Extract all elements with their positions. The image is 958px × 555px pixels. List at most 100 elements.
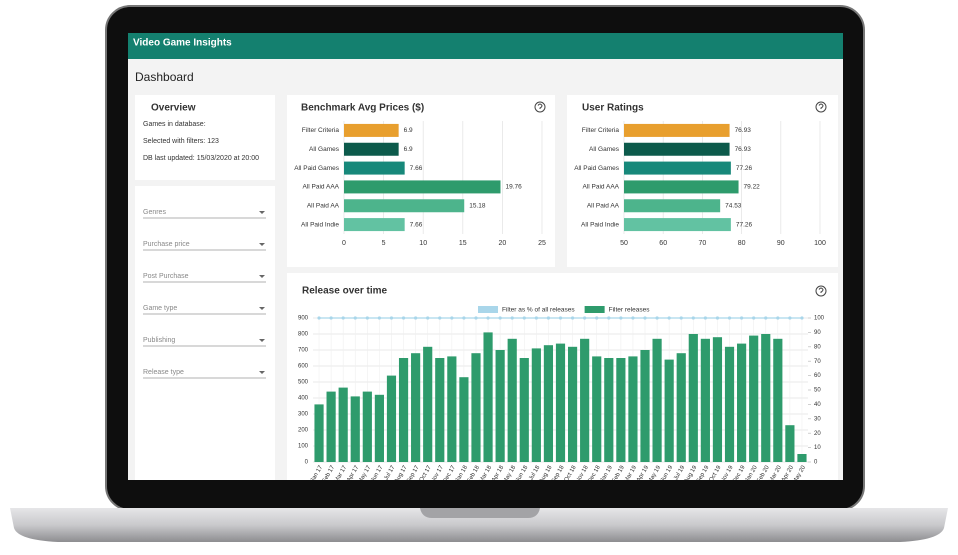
x-tick-label: 25 (538, 240, 546, 247)
line-point (619, 316, 623, 320)
line-point (414, 316, 418, 320)
x-tick-label: 100 (814, 240, 826, 247)
line-point (341, 316, 345, 320)
filters-card (135, 186, 275, 480)
filter-dropdown[interactable]: Release type (143, 369, 184, 376)
app-title: Video Game Insights (133, 38, 232, 49)
filter-dropdown[interactable]: Genres (143, 209, 166, 216)
help-icon[interactable] (534, 101, 546, 113)
x-tick-label: 90 (777, 240, 785, 247)
bar (411, 353, 421, 462)
y2-tick-label: 50 (814, 388, 821, 394)
line-point (776, 316, 780, 320)
y-tick-label: 500 (298, 380, 309, 386)
line-point (595, 316, 599, 320)
line-point (739, 316, 744, 320)
y-tick-label: All Games (309, 146, 340, 153)
bar (495, 350, 505, 462)
chart-title: Benchmark Avg Prices ($) (301, 103, 424, 114)
legend-label: Filter releases (609, 307, 651, 314)
bar (423, 346, 433, 462)
y-tick-label: All Paid AA (307, 202, 340, 209)
x-tick-label: 0 (342, 240, 346, 247)
bar (628, 356, 638, 462)
y2-tick-label: 30 (814, 416, 821, 422)
line-point (377, 316, 382, 320)
value-label: 76.93 (735, 127, 752, 134)
x-tick-label: 10 (419, 240, 427, 247)
bar (398, 358, 409, 462)
y2-tick-label: 0 (814, 460, 818, 466)
y-tick-label: All Paid Indie (581, 221, 619, 228)
line-point (522, 316, 526, 320)
y-tick-label: All Paid Games (294, 165, 340, 172)
bar (761, 334, 771, 462)
y2-tick-label: 70 (814, 359, 821, 365)
value-label: 77.26 (736, 221, 753, 228)
bar (344, 123, 399, 137)
line-point (607, 316, 611, 320)
line-point (353, 316, 357, 320)
value-label: 19.76 (505, 184, 522, 191)
line-point (800, 316, 804, 320)
y-tick-label: 800 (298, 332, 309, 338)
line-point (534, 316, 538, 320)
x-tick-label: 5 (382, 240, 386, 247)
bar (676, 353, 686, 462)
dropdown-arrow (259, 339, 265, 342)
line-point (752, 316, 756, 320)
legend-label: Filter as % of all releases (502, 307, 575, 314)
filter-dropdown[interactable]: Post Purchase (143, 273, 189, 280)
bar (688, 334, 698, 462)
bar (344, 218, 405, 232)
line-point (401, 316, 406, 320)
overview-card (135, 95, 275, 180)
line-point (691, 316, 695, 320)
filter-dropdown[interactable]: Publishing (143, 337, 175, 344)
filter-dropdown[interactable]: Game type (143, 305, 177, 312)
value-label: 76.93 (735, 146, 752, 153)
bar (737, 343, 747, 462)
bar (652, 338, 662, 462)
laptop-notch (420, 508, 540, 518)
bar (362, 391, 372, 462)
line-point (510, 316, 514, 320)
x-tick-label: 70 (699, 240, 707, 247)
x-tick-label: 60 (659, 240, 667, 247)
line-point (631, 316, 635, 320)
line-point (498, 316, 502, 320)
bar (483, 332, 493, 462)
y-tick-label: 200 (298, 428, 309, 434)
x-tick-label: 80 (738, 240, 746, 247)
chart-title: Release over time (302, 286, 387, 297)
bar (507, 338, 517, 462)
bar (624, 180, 739, 194)
bar (624, 199, 721, 213)
legend-swatch (478, 306, 498, 313)
bar (344, 180, 501, 194)
bar (471, 353, 481, 462)
y-tick-label: Filter Criteria (582, 127, 620, 134)
help-icon[interactable] (815, 285, 827, 297)
chart-title: User Ratings (582, 103, 644, 114)
value-label: 74.53 (725, 202, 742, 209)
value-label: 79.22 (744, 184, 761, 191)
bar (531, 348, 541, 462)
bar (567, 346, 578, 462)
help-icon[interactable] (815, 101, 827, 113)
bar (350, 396, 360, 462)
dropdown-arrow (259, 307, 265, 310)
line-point (329, 316, 333, 320)
line-point (486, 316, 490, 320)
y-tick-label: 400 (298, 396, 309, 402)
line-point (462, 316, 466, 320)
bar (344, 199, 465, 213)
line-point (764, 316, 768, 320)
legend-swatch (584, 306, 605, 313)
value-label: 15.18 (469, 202, 486, 209)
filter-dropdown[interactable]: Purchase price (143, 241, 190, 248)
line-point (365, 316, 369, 320)
line-point (389, 316, 394, 320)
bar (640, 350, 650, 462)
